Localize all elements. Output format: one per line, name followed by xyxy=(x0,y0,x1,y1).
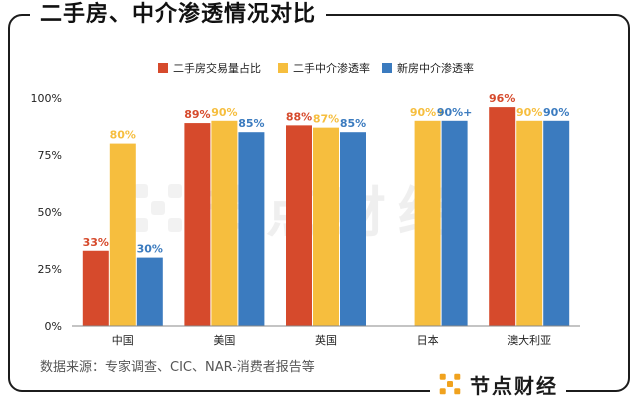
brand-name: 节点财经 xyxy=(470,373,558,398)
data-label-0-0: 33% xyxy=(83,236,109,249)
brand-footer: 节点财经 xyxy=(430,370,566,398)
data-label-4-1: 90% xyxy=(516,106,542,119)
bar-1-0 xyxy=(184,123,211,326)
data-label-2-1: 87% xyxy=(313,113,339,126)
bar-2-0 xyxy=(286,125,312,326)
x-tick-label: 日本 xyxy=(417,333,439,347)
bar-2-2 xyxy=(340,132,366,326)
y-tick-label: 100% xyxy=(31,92,62,105)
source-note: 数据来源：专家调查、CIC、NAR-消费者报告等 xyxy=(40,360,315,375)
legend-label-2: 新房中介渗透率 xyxy=(397,61,474,75)
bar-0-2 xyxy=(136,257,163,326)
bar-4-0 xyxy=(489,107,516,327)
data-label-1-2: 85% xyxy=(238,117,264,130)
data-label-4-2: 90% xyxy=(543,106,569,119)
legend-swatch-1 xyxy=(278,63,288,73)
x-tick-label: 美国 xyxy=(213,334,235,347)
x-axis: 中国 美国 英国 日本 澳大利亚 xyxy=(72,325,580,347)
x-tick-label: 澳大利亚 xyxy=(507,333,551,347)
legend-label-1: 二手中介渗透率 xyxy=(293,61,370,75)
bars xyxy=(82,107,570,327)
legend-swatch-2 xyxy=(382,63,392,73)
data-label-3-1: 90%+ xyxy=(410,106,446,119)
y-tick-label: 0% xyxy=(45,320,62,333)
legend: 二手房交易量占比 二手中介渗透率 新房中介渗透率 xyxy=(158,61,474,75)
y-tick-label: 75% xyxy=(38,149,62,162)
data-label-2-0: 88% xyxy=(286,110,312,123)
data-label-3-2: 90%+ xyxy=(437,106,473,119)
page-title: 二手房、中介渗透情况对比 xyxy=(30,0,327,30)
data-label-2-2: 85% xyxy=(340,117,366,130)
data-labels: 33%80%30%89% 90%85%88% 87% 85%90%+90%+96%90… xyxy=(83,92,570,255)
bar-1-1 xyxy=(211,120,238,326)
x-tick-label: 中国 xyxy=(112,334,134,347)
bar-0-1 xyxy=(109,143,136,326)
data-label-1-1: 90% xyxy=(211,106,237,119)
legend-label-0: 二手房交易量占比 xyxy=(173,61,261,75)
bar-2-1 xyxy=(313,127,339,326)
x-tick-label: 英国 xyxy=(315,333,337,347)
y-tick-label: 50% xyxy=(38,206,62,219)
data-label-0-2: 30% xyxy=(137,243,163,256)
legend-swatch-0 xyxy=(158,63,168,73)
data-label-0-1: 80% xyxy=(110,129,136,142)
bar-0-0 xyxy=(82,250,109,326)
bar-3-1 xyxy=(414,120,441,326)
brand-logo-icon xyxy=(439,373,461,395)
bar-3-2 xyxy=(441,120,468,326)
bar-4-2 xyxy=(543,120,570,326)
y-tick-label: 25% xyxy=(38,263,62,276)
y-axis: 0% 25% 50% 75% 100% xyxy=(31,92,62,333)
data-label-1-0: 89% xyxy=(184,108,210,121)
bar-4-1 xyxy=(516,120,543,326)
bar-1-2 xyxy=(238,132,265,326)
data-label-4-0: 96% xyxy=(489,92,515,105)
